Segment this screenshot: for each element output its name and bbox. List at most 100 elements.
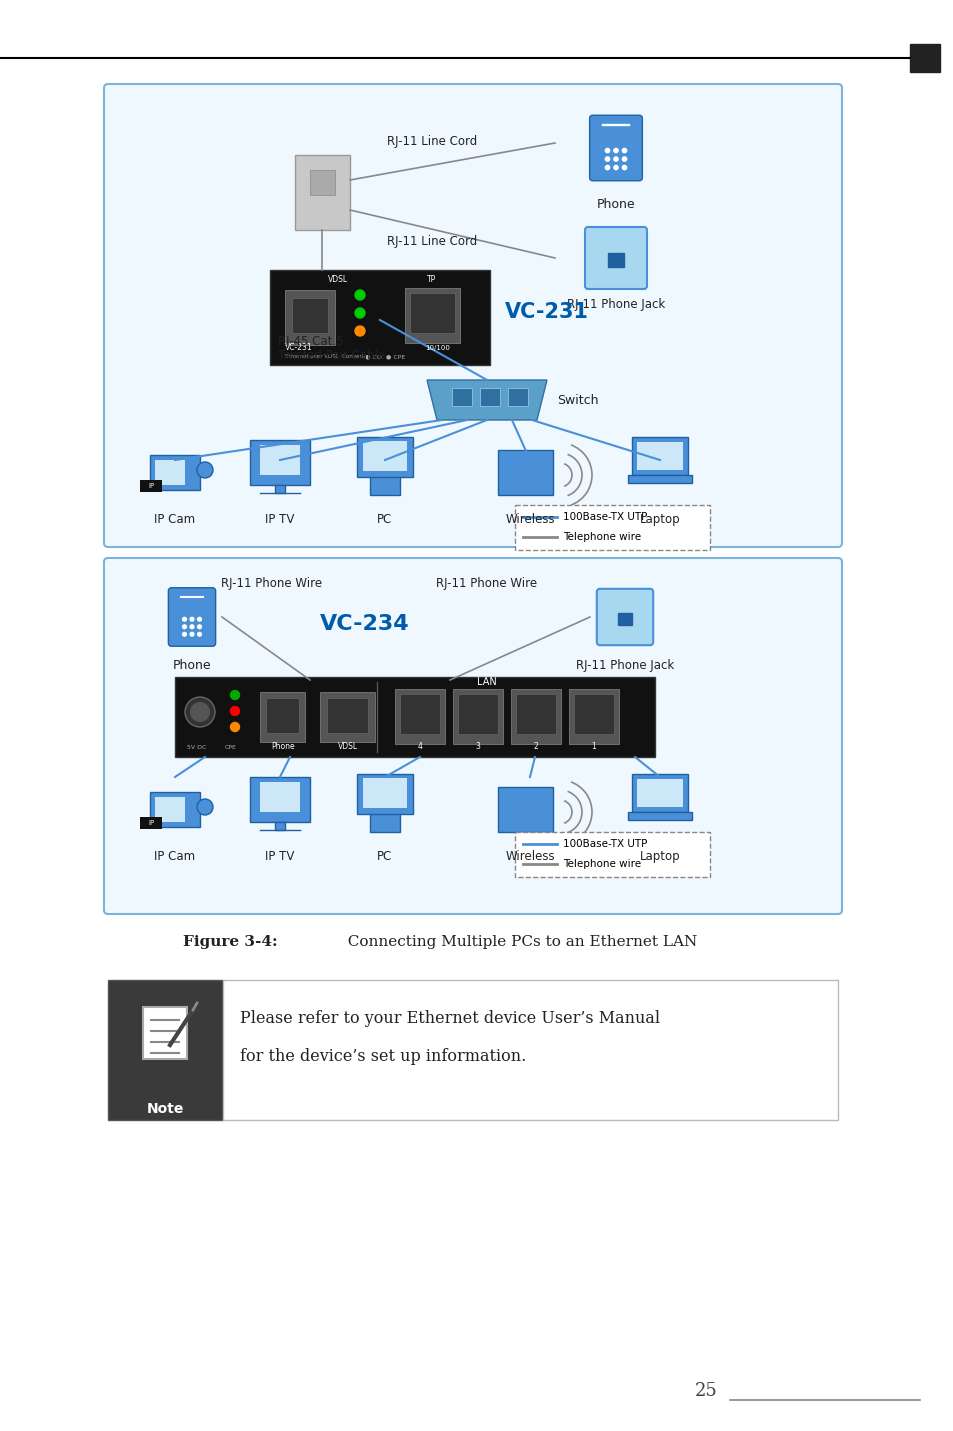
Circle shape [190, 625, 193, 628]
Bar [631, 436, 687, 475]
Bar [274, 821, 285, 830]
Circle shape [355, 326, 365, 336]
Text: VC-231: VC-231 [504, 302, 588, 322]
Text: IP Cam: IP Cam [154, 512, 195, 527]
Bar [154, 797, 185, 821]
Bar [457, 694, 497, 734]
Text: IP: IP [148, 484, 153, 489]
Text: VC-234: VC-234 [320, 614, 410, 634]
Bar [405, 288, 459, 343]
Bar [410, 293, 455, 333]
Text: VDSL: VDSL [337, 743, 357, 751]
Bar [285, 290, 335, 345]
Text: CPE: CPE [225, 746, 236, 750]
Circle shape [231, 707, 239, 716]
Text: 3: 3 [475, 743, 480, 751]
Bar [356, 774, 413, 814]
Bar [363, 778, 407, 809]
Circle shape [190, 633, 193, 637]
FancyBboxPatch shape [589, 116, 641, 180]
Circle shape [621, 157, 626, 162]
Bar [363, 441, 407, 471]
Bar [627, 475, 691, 484]
Bar [452, 388, 472, 406]
Bar [399, 694, 439, 734]
Text: Twisted Pair Cable: Twisted Pair Cable [277, 349, 385, 362]
Text: Telephone wire: Telephone wire [562, 859, 640, 869]
Text: IP TV: IP TV [265, 850, 294, 863]
Circle shape [621, 149, 626, 153]
Bar [174, 677, 655, 757]
Text: Phone: Phone [271, 743, 294, 751]
Text: IP TV: IP TV [265, 512, 294, 527]
Bar [574, 694, 614, 734]
Circle shape [182, 617, 186, 621]
Bar [479, 388, 499, 406]
Bar [140, 479, 162, 492]
Bar [108, 980, 223, 1120]
Bar [274, 485, 285, 494]
Text: LAN: LAN [476, 677, 497, 687]
Text: Note: Note [146, 1102, 184, 1116]
Circle shape [605, 149, 609, 153]
Bar [270, 270, 490, 365]
Text: 10/100: 10/100 [424, 345, 450, 351]
Text: 25: 25 [695, 1382, 718, 1400]
Bar [370, 777, 399, 831]
Text: 100Base-TX UTP: 100Base-TX UTP [562, 512, 647, 522]
Circle shape [182, 625, 186, 628]
Circle shape [190, 617, 193, 621]
Bar [356, 436, 413, 477]
Bar [260, 693, 305, 743]
Text: RJ-11 Line Cord: RJ-11 Line Cord [387, 135, 476, 147]
Circle shape [185, 697, 214, 727]
Bar [143, 1007, 187, 1059]
Text: 4: 4 [417, 743, 422, 751]
FancyBboxPatch shape [104, 558, 841, 914]
Text: for the device’s set up information.: for the device’s set up information. [240, 1047, 526, 1065]
Bar [516, 694, 556, 734]
Text: PC: PC [377, 850, 393, 863]
Text: Wireless: Wireless [505, 512, 555, 527]
Bar [627, 811, 691, 820]
Circle shape [190, 703, 210, 723]
Text: RJ-11 Phone Wire: RJ-11 Phone Wire [221, 578, 322, 591]
FancyBboxPatch shape [168, 588, 215, 647]
Text: Wireless: Wireless [505, 850, 555, 863]
Bar [515, 505, 709, 550]
Text: ● CO  ● CPE: ● CO ● CPE [365, 353, 405, 359]
Text: PC: PC [377, 512, 393, 527]
Text: Telephone wire: Telephone wire [562, 532, 640, 542]
Bar [260, 445, 299, 475]
Text: Ethernet over VDSL  Converter: Ethernet over VDSL Converter [285, 353, 369, 359]
Bar [310, 170, 335, 195]
Bar [618, 612, 632, 625]
Circle shape [355, 308, 365, 318]
Bar [637, 778, 682, 807]
Bar [294, 155, 350, 230]
Text: Connecting Multiple PCs to an Ethernet LAN: Connecting Multiple PCs to an Ethernet L… [337, 934, 697, 949]
Circle shape [182, 633, 186, 637]
Circle shape [621, 166, 626, 170]
FancyBboxPatch shape [597, 588, 653, 645]
Text: VDSL: VDSL [328, 275, 348, 283]
Text: VC-231: VC-231 [285, 343, 313, 352]
Circle shape [231, 723, 239, 731]
Bar [150, 455, 200, 489]
Text: IP Cam: IP Cam [154, 850, 195, 863]
Bar [909, 44, 939, 72]
Text: 100Base-TX UTP: 100Base-TX UTP [562, 839, 647, 849]
Text: Phone: Phone [596, 197, 635, 210]
Text: Phone: Phone [172, 660, 212, 673]
Circle shape [613, 157, 618, 162]
Text: Laptop: Laptop [639, 512, 679, 527]
Text: RJ-11 Phone Wire: RJ-11 Phone Wire [436, 578, 537, 591]
Bar [507, 388, 527, 406]
Circle shape [196, 462, 213, 478]
Bar [497, 787, 553, 831]
Text: Please refer to your Ethernet device User’s Manual: Please refer to your Ethernet device Use… [240, 1010, 659, 1027]
Bar [370, 439, 399, 495]
Text: 1: 1 [591, 743, 596, 751]
Text: 5V DC: 5V DC [187, 746, 206, 750]
Circle shape [605, 166, 609, 170]
